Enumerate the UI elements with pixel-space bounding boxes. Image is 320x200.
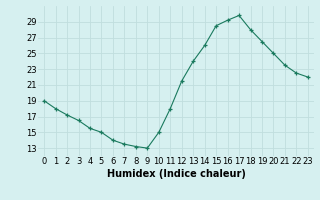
X-axis label: Humidex (Indice chaleur): Humidex (Indice chaleur) <box>107 169 245 179</box>
